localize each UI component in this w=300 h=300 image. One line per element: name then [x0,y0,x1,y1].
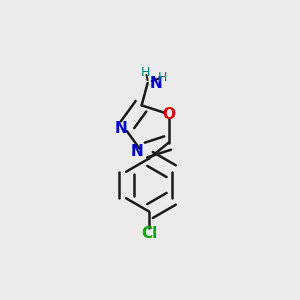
Text: H: H [158,71,167,84]
Text: H: H [141,66,150,79]
Text: N: N [150,76,163,91]
Text: N: N [114,121,127,136]
Text: N: N [131,144,144,159]
Text: O: O [162,106,175,122]
Text: Cl: Cl [141,226,157,241]
